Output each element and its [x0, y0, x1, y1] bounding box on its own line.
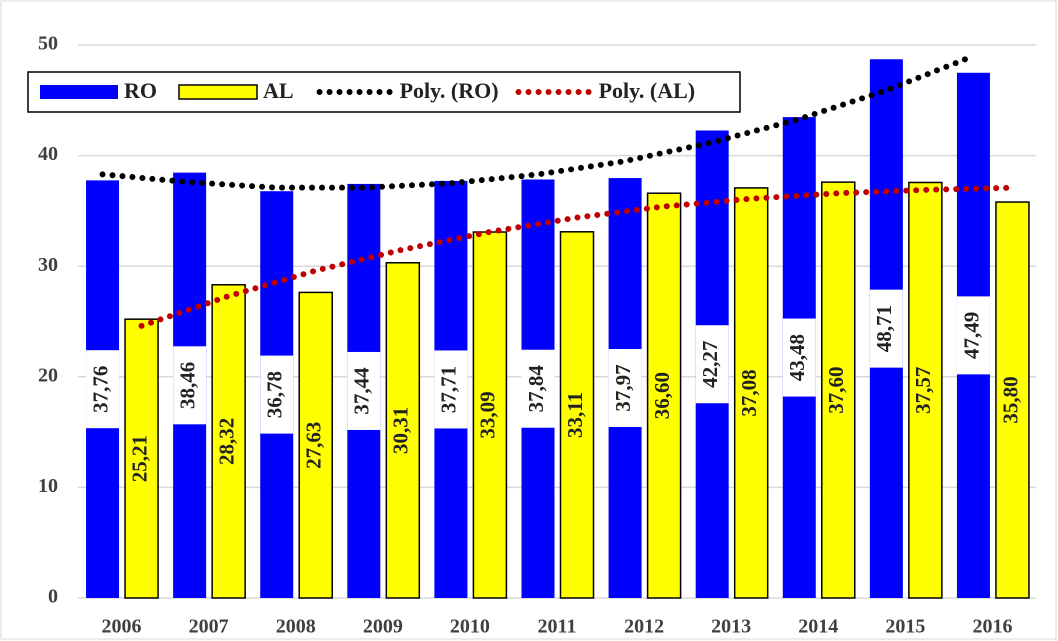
value-label: 36,60: [650, 372, 674, 419]
label-background: [956, 296, 990, 375]
value-label: 48,71: [872, 305, 896, 352]
value-label: 33,11: [563, 392, 587, 438]
label-background: [260, 355, 294, 434]
value-label: 33,09: [476, 391, 500, 438]
label-background: [695, 325, 729, 404]
legend-swatch: [178, 84, 258, 100]
legend-swatch: [40, 85, 118, 99]
value-label: 37,76: [88, 366, 112, 413]
x-tick-label: 2009: [363, 616, 403, 638]
value-label: 35,80: [998, 376, 1022, 423]
bar: [124, 318, 159, 599]
value-label: 37,97: [611, 364, 635, 411]
value-label: 43,48: [785, 334, 809, 381]
value-label: 37,71: [437, 366, 461, 413]
bar: [995, 201, 1030, 599]
value-label: 37,08: [737, 369, 761, 416]
legend-label: AL: [263, 78, 294, 103]
x-tick-label: 2008: [276, 616, 316, 638]
value-label: 25,21: [127, 435, 151, 482]
value-label: 36,78: [263, 371, 287, 418]
label-background: [86, 350, 120, 429]
legend-label: Poly. (RO): [400, 78, 499, 103]
bar: [733, 187, 769, 599]
x-tick-label: 2007: [189, 616, 229, 638]
label-background: [173, 346, 207, 425]
label-background: [608, 349, 642, 428]
x-tick-label: 2011: [538, 616, 577, 638]
label-background: [347, 351, 381, 430]
value-label: 37,57: [911, 367, 935, 414]
value-label: 37,44: [350, 367, 374, 415]
x-tick-label: 2006: [102, 616, 142, 638]
trendline: [138, 184, 1016, 329]
bar: [385, 262, 421, 599]
bar: [559, 231, 595, 599]
legend-label: RO: [124, 78, 157, 103]
bar: [211, 284, 246, 599]
value-label: 30,31: [389, 407, 413, 454]
value-label: 28,32: [214, 418, 238, 465]
x-tick-label: 2013: [711, 616, 751, 638]
value-label: 37,60: [824, 366, 848, 413]
bar: [298, 291, 333, 599]
y-tick-label: 40: [38, 143, 58, 165]
value-label: 38,46: [175, 362, 199, 409]
legend-box: [27, 71, 741, 113]
x-tick-label: 2014: [798, 616, 838, 638]
x-tick-label: 2012: [624, 616, 664, 638]
x-tick-label: 2015: [885, 616, 925, 638]
legend-label: Poly. (AL): [599, 78, 696, 103]
value-label: 37,84: [524, 365, 548, 413]
y-tick-label: 0: [48, 586, 58, 608]
label-background: [521, 349, 555, 428]
y-tick-label: 20: [38, 364, 58, 386]
y-tick-label: 10: [38, 475, 58, 497]
value-label: 47,49: [959, 312, 983, 359]
y-tick-label: 50: [38, 33, 58, 55]
x-tick-label: 2010: [450, 616, 490, 638]
value-label: 27,63: [302, 422, 326, 469]
label-background: [782, 318, 816, 397]
bar: [646, 192, 682, 599]
bar: [821, 181, 856, 599]
x-tick-label: 2016: [972, 616, 1012, 638]
y-tick-label: 30: [38, 254, 58, 276]
value-label: 42,27: [698, 341, 722, 388]
label-background: [434, 350, 468, 429]
label-background: [869, 289, 903, 368]
bar: [908, 181, 943, 599]
bar: [472, 231, 508, 599]
